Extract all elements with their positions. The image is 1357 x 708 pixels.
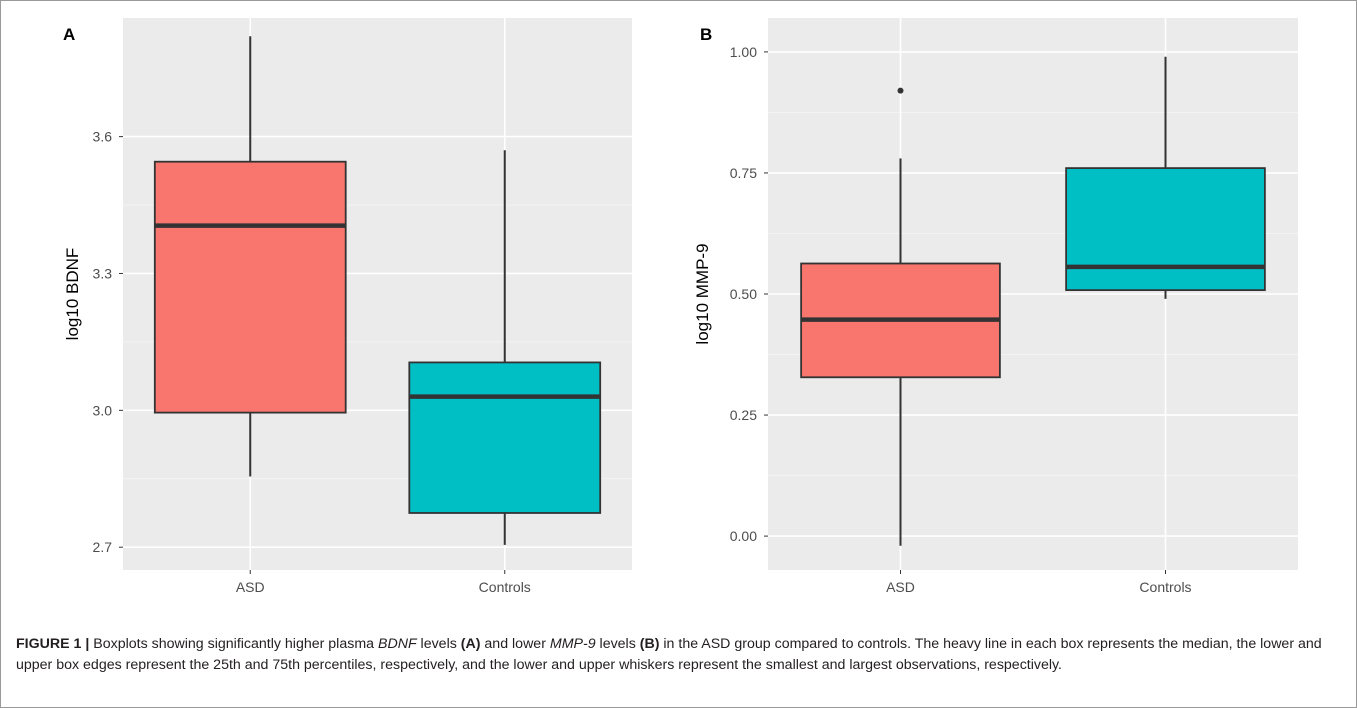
box-controls: [1065, 56, 1266, 299]
caption-gene-mmp9: MMP-9: [549, 636, 596, 652]
iqr-box: [1065, 167, 1266, 292]
figure-caption: FIGURE 1 | Boxplots showing significantl…: [16, 634, 1341, 676]
caption-text-5: in the ASD group compared to controls. T…: [16, 636, 1322, 673]
box-controls: [408, 150, 602, 545]
caption-text-2: levels: [416, 636, 461, 652]
caption-text-1: Boxplots showing significantly higher pl…: [89, 636, 378, 652]
y-axis-label: log10 BDNF: [63, 248, 82, 341]
iqr-box: [408, 361, 602, 514]
x-tick-label: Controls: [1139, 579, 1191, 595]
panel-letter: A: [63, 25, 75, 44]
iqr-box: [153, 160, 347, 414]
panel-a: 2.7 3.0 3.3 3.6 ASD Controls log10 BDNF A: [63, 18, 632, 595]
y-tick-label: 3.6: [93, 129, 113, 145]
panel-b: 0.00 0.25 0.50 0.75 1.00 ASD Controls log10 MMP…: [693, 18, 1298, 595]
x-tick-label: ASD: [886, 579, 915, 595]
caption-text-4: levels: [595, 636, 640, 652]
y-tick-label: 1.00: [730, 44, 757, 60]
y-tick-label: 0.75: [730, 165, 757, 181]
caption-ref-b: (B): [639, 636, 660, 652]
x-tick-label: Controls: [479, 579, 531, 595]
caption-label: FIGURE 1 |: [16, 636, 90, 652]
box-asd: [800, 87, 1001, 546]
outlier-point: [897, 87, 904, 94]
y-tick-label: 0.25: [730, 407, 757, 423]
y-tick-label: 0.00: [730, 528, 757, 544]
y-tick-label: 3.0: [93, 402, 113, 418]
box-asd: [153, 36, 347, 477]
caption-text-3: and lower: [480, 636, 550, 652]
y-tick-label: 3.3: [93, 265, 113, 281]
y-tick-label: 2.7: [93, 539, 113, 555]
panel-letter: B: [700, 25, 712, 44]
caption-ref-a: (A): [460, 636, 481, 652]
x-tick-label: ASD: [236, 579, 265, 595]
caption-gene-bdnf: BDNF: [377, 636, 417, 652]
y-tick-label: 0.50: [730, 286, 757, 302]
y-axis-label: log10 MMP-9: [693, 243, 712, 344]
